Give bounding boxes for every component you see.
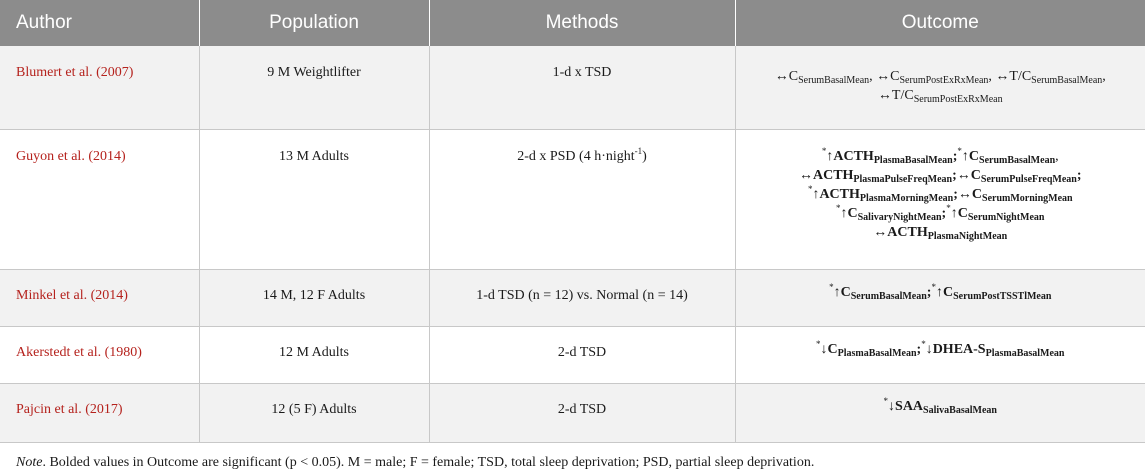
- population-cell: 12 (5 F) Adults: [199, 383, 430, 443]
- author-cell: Guyon et al. (2014): [0, 129, 200, 270]
- outcome-cell: *↓SAASalivaBasalMean: [735, 383, 1145, 443]
- methods-cell: 2-d x PSD (4 h·night-1): [429, 129, 736, 270]
- methods-cell: 1-d x TSD: [429, 46, 736, 130]
- author-link[interactable]: Akerstedt et al. (1980): [16, 345, 142, 360]
- table-row: Akerstedt et al. (1980) 12 M Adults 2-d …: [0, 326, 1145, 384]
- population-cell: 14 M, 12 F Adults: [199, 269, 430, 327]
- author-link[interactable]: Pajcin et al. (2017): [16, 402, 123, 417]
- outcome-line: ↔ACTHPlasmaPulseFreqMean;↔CSerumPulseFre…: [798, 168, 1082, 185]
- outcome-line: ↔ACTHPlasmaNightMean: [873, 225, 1008, 242]
- outcome-line: *↑ACTHPlasmaBasalMean;*↑CSerumBasalMean,: [821, 146, 1059, 166]
- population-cell: 9 M Weightlifter: [199, 46, 430, 130]
- author-cell: Minkel et al. (2014): [0, 269, 200, 327]
- note-text: . Bolded values in Outcome are significa…: [42, 455, 815, 470]
- methods-cell: 2-d TSD: [429, 383, 736, 443]
- table-row: Pajcin et al. (2017) 12 (5 F) Adults 2-d…: [0, 383, 1145, 443]
- table-note: Note. Bolded values in Outcome are signi…: [0, 443, 1145, 471]
- outcome-line: ↔T/CSerumPostExRxMean: [877, 88, 1003, 105]
- author-cell: Blumert et al. (2007): [0, 46, 200, 130]
- outcome-line: *↓SAASalivaBasalMean: [883, 396, 997, 416]
- outcome-line: *↓CPlasmaBasalMean;*↓DHEA-SPlasmaBasalMe…: [816, 339, 1065, 359]
- header-row: Author Population Methods Outcome: [0, 0, 1145, 46]
- author-cell: Akerstedt et al. (1980): [0, 326, 200, 384]
- table-row: Minkel et al. (2014) 14 M, 12 F Adults 1…: [0, 269, 1145, 327]
- author-link[interactable]: Minkel et al. (2014): [16, 288, 128, 303]
- results-table: Author Population Methods Outcome Blumer…: [0, 0, 1145, 443]
- note-label: Note: [16, 455, 43, 470]
- outcome-line: *↑ACTHPlasmaMorningMean;↔CSerumMorningMe…: [807, 184, 1073, 204]
- population-cell: 12 M Adults: [199, 326, 430, 384]
- methods-cell: 2-d TSD: [429, 326, 736, 384]
- table-row: Blumert et al. (2007) 9 M Weightlifter 1…: [0, 46, 1145, 130]
- outcome-line: ↔CSerumBasalMean, ↔CSerumPostExRxMean, ↔…: [774, 69, 1106, 86]
- outcome-line: *↑CSerumBasalMean;*↑CSerumPostTSSTlMean: [829, 282, 1052, 302]
- methods-cell: 1-d TSD (n = 12) vs. Normal (n = 14): [429, 269, 736, 327]
- outcome-cell: ↔CSerumBasalMean, ↔CSerumPostExRxMean, ↔…: [735, 46, 1145, 130]
- author-link[interactable]: Blumert et al. (2007): [16, 65, 134, 80]
- header-author: Author: [0, 0, 200, 46]
- author-cell: Pajcin et al. (2017): [0, 383, 200, 443]
- header-outcome: Outcome: [735, 0, 1145, 46]
- outcome-line: *↑CSalivaryNightMean;*↑CSerumNightMean: [836, 203, 1045, 223]
- header-population: Population: [199, 0, 430, 46]
- outcome-cell: *↓CPlasmaBasalMean;*↓DHEA-SPlasmaBasalMe…: [735, 326, 1145, 384]
- header-methods: Methods: [429, 0, 736, 46]
- table-row: Guyon et al. (2014) 13 M Adults 2-d x PS…: [0, 129, 1145, 270]
- outcome-cell: *↑ACTHPlasmaBasalMean;*↑CSerumBasalMean,…: [735, 129, 1145, 270]
- author-link[interactable]: Guyon et al. (2014): [16, 149, 126, 164]
- population-cell: 13 M Adults: [199, 129, 430, 270]
- outcome-cell: *↑CSerumBasalMean;*↑CSerumPostTSSTlMean: [735, 269, 1145, 327]
